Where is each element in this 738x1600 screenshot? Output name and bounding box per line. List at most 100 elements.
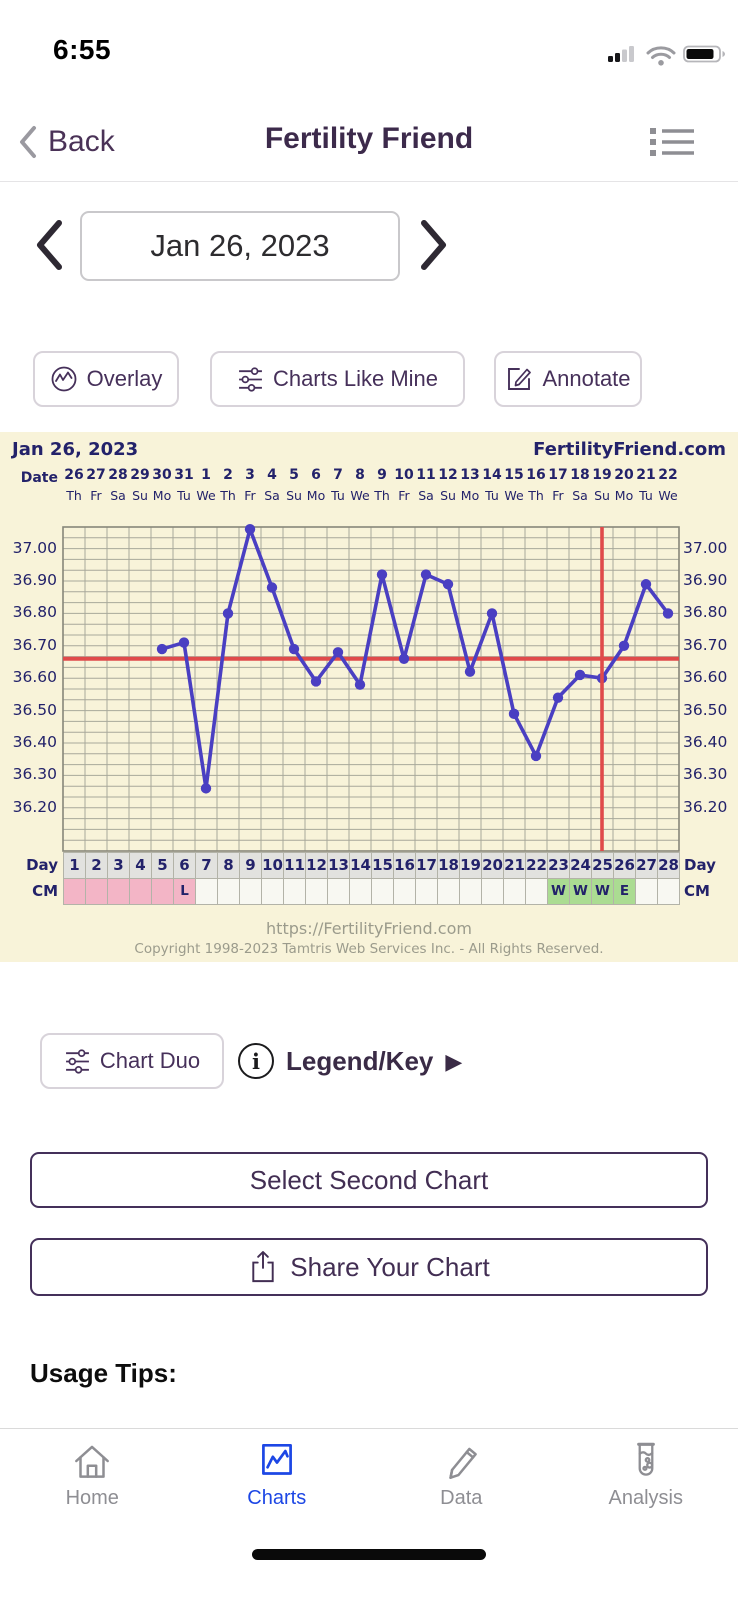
battery-icon [683,45,725,63]
temperature-point [508,708,520,720]
temperature-point [640,579,652,590]
cm-cell [459,878,482,905]
temperature-point [266,582,278,593]
date-label: 31 [174,467,194,483]
date-label: 10 [394,467,414,483]
temperature-point [530,750,542,762]
day-cell: 7 [195,852,218,879]
tab-charts[interactable]: Charts [185,1429,370,1551]
y-axis-label: 36.60 [12,668,57,687]
overlay-chart-icon [51,366,76,392]
date-label: 17 [548,467,568,483]
tab-data[interactable]: Data [369,1429,554,1551]
chart-footer-url: https://FertilityFriend.com [266,919,472,938]
legend-arrow-icon: ▶ [445,1048,463,1074]
temperature-point [464,666,476,677]
temperature-point [354,679,366,690]
cm-cell [217,878,240,905]
y-axis-label: 37.00 [12,538,57,557]
cm-cell [503,878,526,905]
y-axis-label: 36.20 [683,797,728,816]
weekday-label: Tu [331,488,345,503]
usage-tips-heading: Usage Tips: [30,1358,177,1388]
cm-cell [305,878,328,905]
day-cell: 11 [283,852,306,879]
divider [0,181,738,182]
y-axis-label: 36.60 [683,668,728,687]
date-label: 29 [130,467,150,483]
date-axis-label: Date [20,470,58,486]
date-label: 26 [64,467,84,483]
day-cell: 8 [217,852,240,879]
date-label: 18 [570,467,590,483]
tab-analysis[interactable]: Analysis [554,1429,738,1551]
legend-key-link[interactable]: Legend/Key ▶ [286,1046,462,1077]
day-cell: 18 [437,852,460,879]
date-label: 20 [614,467,634,483]
day-cell: 15 [371,852,394,879]
date-label: 8 [355,467,365,483]
annotate-button[interactable]: Annotate [494,351,642,407]
weekday-label: Fr [90,488,102,503]
select-second-chart-button[interactable]: Select Second Chart [30,1152,708,1208]
weekday-label: Fr [244,488,256,503]
y-axis-label: 36.40 [683,733,728,751]
next-date-button[interactable] [418,218,450,272]
charts-icon [261,1443,292,1475]
tab-home[interactable]: Home [0,1429,185,1551]
cm-cell: E [613,878,636,905]
day-cell: 24 [569,852,592,879]
chart-watermark: FertilityFriend.com [533,439,726,460]
home-indicator[interactable] [252,1549,486,1560]
status-time: 6:55 [53,34,112,65]
y-axis-label: 36.70 [683,635,728,654]
temperature-point [288,643,300,655]
share-icon [252,1251,274,1283]
chart-duo-button[interactable]: Chart Duo [40,1033,224,1089]
day-cell: 2 [85,852,108,879]
share-chart-button[interactable]: Share Your Chart [30,1238,708,1296]
temperature-point [244,523,256,535]
cm-cell: W [569,878,592,905]
overlay-button[interactable]: Overlay [33,351,179,407]
weekday-label: Sa [572,488,588,503]
date-label: 14 [482,467,502,483]
weekday-label: Su [286,488,302,503]
info-icon[interactable]: i [238,1043,274,1079]
y-axis-label: 36.80 [683,603,728,622]
cellular-signal-icon [608,46,634,62]
y-axis-label: 36.90 [683,571,728,589]
prev-date-button[interactable] [33,218,65,272]
day-cell: 27 [635,852,658,879]
date-label: 12 [438,467,458,483]
cm-cell [151,878,174,905]
date-picker[interactable]: Jan 26, 2023 [80,211,400,281]
cm-cell [393,878,416,905]
day-cell: 12 [305,852,328,879]
date-label: 30 [152,467,172,483]
weekday-label: Th [528,488,544,503]
weekday-label: Mo [460,488,480,503]
temperature-point [420,569,432,580]
cycle-chart[interactable]: Jan 26, 2023 FertilityFriend.com https:/… [0,432,738,962]
cm-cell [525,878,548,905]
back-button[interactable]: Back [18,120,115,164]
weekday-label: Su [132,488,148,503]
cm-cell: L [173,878,196,905]
day-cell: 17 [415,852,438,879]
cm-cell [85,878,108,905]
list-menu-icon[interactable] [648,125,698,159]
chart-canvas[interactable] [0,432,738,962]
day-cell: 4 [129,852,152,879]
tab-analysis-label: Analysis [608,1487,683,1509]
day-cell: 14 [349,852,372,879]
temperature-point [618,640,630,652]
charts-like-mine-button[interactable]: Charts Like Mine [210,351,465,407]
day-cell: 5 [151,852,174,879]
cm-cell: W [591,878,614,905]
day-cell: 20 [481,852,504,879]
weekday-label: We [504,488,524,503]
cm-cell [635,878,658,905]
cm-cell: W [547,878,570,905]
